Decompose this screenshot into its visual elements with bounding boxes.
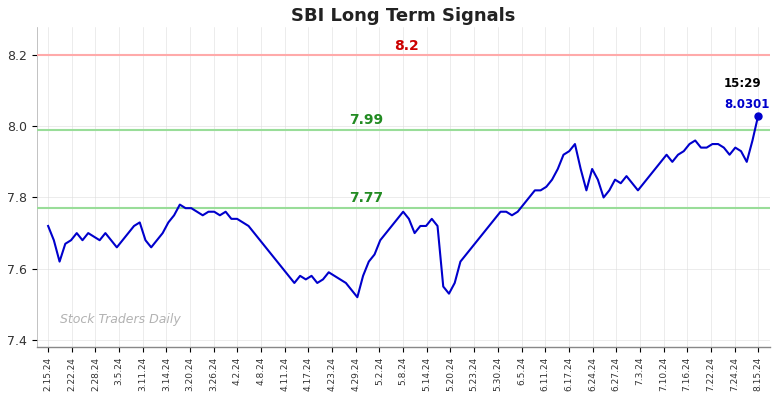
Text: Stock Traders Daily: Stock Traders Daily <box>60 313 180 326</box>
Text: 15:29: 15:29 <box>724 77 761 90</box>
Text: 7.99: 7.99 <box>349 113 383 127</box>
Text: 8.2: 8.2 <box>394 39 419 53</box>
Title: SBI Long Term Signals: SBI Long Term Signals <box>291 7 515 25</box>
Text: 7.77: 7.77 <box>349 191 383 205</box>
Text: 8.0301: 8.0301 <box>724 98 769 111</box>
